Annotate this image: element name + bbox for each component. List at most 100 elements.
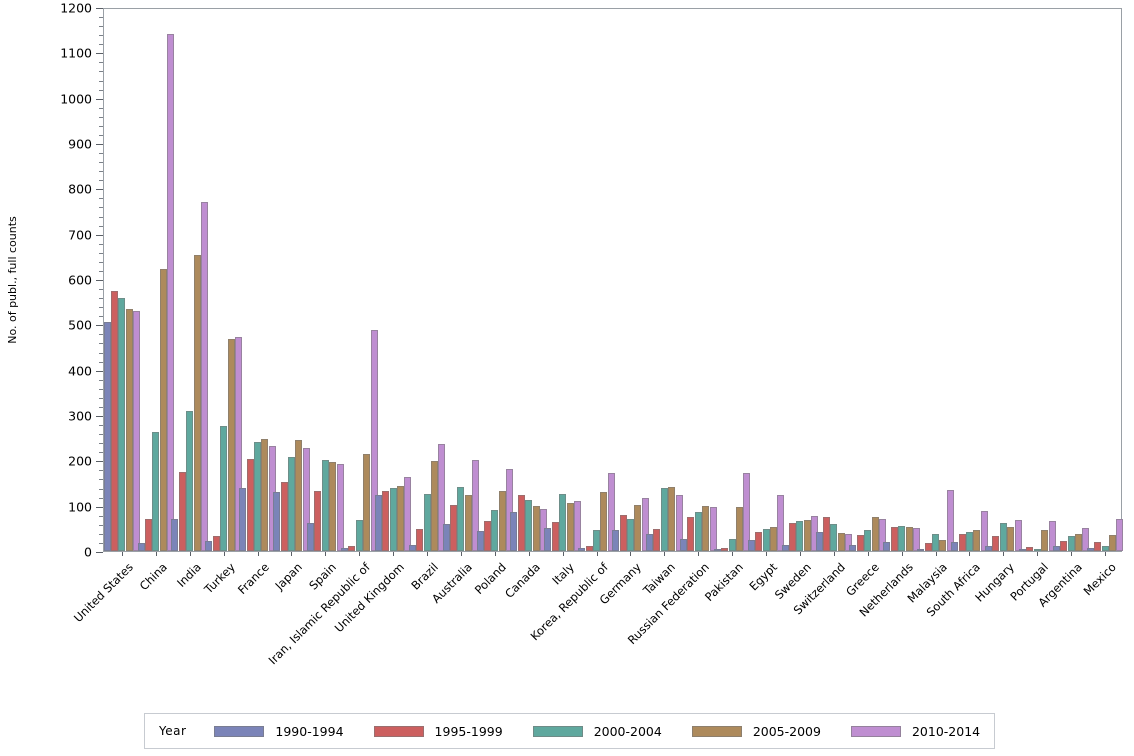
bar <box>585 546 593 551</box>
bar <box>1067 535 1075 551</box>
bar <box>924 542 932 551</box>
bar-group <box>985 9 1022 551</box>
x-axis-tick <box>1037 552 1039 556</box>
y-axis-tick-minor <box>99 243 103 245</box>
x-axis-tick <box>291 552 293 556</box>
bar <box>205 540 213 551</box>
legend-swatch <box>691 725 742 737</box>
y-axis-tick-minor <box>99 35 103 37</box>
bar <box>125 308 133 551</box>
x-axis-tick-label: Mexico <box>1080 560 1119 599</box>
bar <box>965 531 973 551</box>
bar <box>336 463 344 551</box>
bar <box>1007 526 1015 551</box>
legend-label: 2000-2004 <box>593 723 662 739</box>
x-axis-tick <box>766 552 768 556</box>
bar <box>295 440 303 551</box>
x-axis-tick <box>427 552 429 556</box>
bar <box>845 534 853 551</box>
bar <box>167 34 175 551</box>
y-axis-tick-major <box>96 144 103 145</box>
y-axis-tick-minor <box>99 397 103 399</box>
bar <box>416 528 424 551</box>
bar-group <box>951 9 988 551</box>
bar <box>506 468 514 551</box>
bar <box>171 519 179 551</box>
bar <box>593 529 601 551</box>
bar <box>679 539 687 551</box>
bar <box>551 522 559 551</box>
y-axis-tick-label: 700 <box>68 227 92 243</box>
y-axis-tick-major <box>96 53 103 55</box>
bar <box>340 548 348 551</box>
bar <box>702 506 710 551</box>
y-axis-tick-label: 1000 <box>60 91 92 107</box>
legend-label: 2005-2009 <box>752 723 821 739</box>
y-axis-tick-minor <box>99 379 103 381</box>
bar-group <box>612 9 649 551</box>
bar-group <box>849 9 887 551</box>
bar <box>713 549 721 551</box>
y-axis-tick-minor <box>99 425 103 427</box>
bar <box>883 542 891 551</box>
legend-item[interactable]: 1990-1994 <box>214 724 344 739</box>
y-axis-tick-minor <box>99 488 103 490</box>
x-axis-tick <box>698 552 700 556</box>
x-axis: United States China India Turkey France Japan… <box>71 552 1121 682</box>
x-axis-tick-label: India <box>173 560 204 590</box>
x-axis-tick <box>121 552 123 556</box>
bar-group <box>679 9 717 551</box>
bar <box>747 539 755 551</box>
legend-swatch <box>214 725 265 737</box>
bar <box>905 526 913 551</box>
y-axis-tick-minor <box>99 334 103 336</box>
bar-group <box>307 9 344 551</box>
bar <box>457 487 465 551</box>
bar-group <box>815 9 853 551</box>
bar-group <box>917 9 954 551</box>
bar <box>389 488 397 551</box>
bar-group <box>273 9 310 551</box>
bar <box>517 495 525 551</box>
y-axis-tick-minor <box>99 116 103 118</box>
legend-item[interactable]: 2005-2009 <box>691 723 821 739</box>
bar <box>450 505 458 551</box>
bar-group <box>781 9 819 551</box>
bar <box>137 543 145 551</box>
x-axis-tick <box>630 552 632 556</box>
y-axis-tick-minor <box>99 289 103 291</box>
y-axis-tick-minor <box>99 162 103 164</box>
y-axis-tick-minor <box>99 406 103 408</box>
y-axis-tick-minor <box>99 270 103 272</box>
bar-group <box>883 9 920 551</box>
y-axis-tick-major <box>96 280 103 281</box>
bar <box>985 546 993 551</box>
legend-swatch <box>532 725 583 737</box>
legend: Year 1990-1994 1995-1999 2000-2004 2005-200… <box>144 713 996 749</box>
x-axis-tick-label: France <box>234 560 272 597</box>
bar <box>1048 521 1056 551</box>
bar <box>830 523 838 551</box>
bar <box>483 521 491 551</box>
legend-item[interactable]: 2000-2004 <box>532 723 662 739</box>
bar <box>321 460 329 551</box>
y-axis-tick-minor <box>99 180 103 182</box>
bar <box>803 519 811 551</box>
bar <box>111 291 119 551</box>
y-axis-tick-major <box>96 370 103 372</box>
y-axis-tick-minor <box>99 307 103 309</box>
y-axis-tick-minor <box>99 261 103 263</box>
y-axis-tick-label: 1200 <box>60 0 92 16</box>
bar-group <box>646 9 683 551</box>
bar-group <box>1086 9 1124 551</box>
legend-item[interactable]: 2010-2014 <box>850 724 980 739</box>
x-axis-tick <box>223 552 225 556</box>
bar <box>144 519 152 551</box>
legend-item[interactable]: 1995-1999 <box>373 724 503 739</box>
bar <box>118 298 126 551</box>
bar <box>464 495 472 551</box>
y-axis-tick-major <box>96 98 103 100</box>
y-axis-tick-minor <box>99 361 103 363</box>
y-axis-tick-label: 100 <box>68 499 92 515</box>
bar-group <box>1018 9 1056 551</box>
